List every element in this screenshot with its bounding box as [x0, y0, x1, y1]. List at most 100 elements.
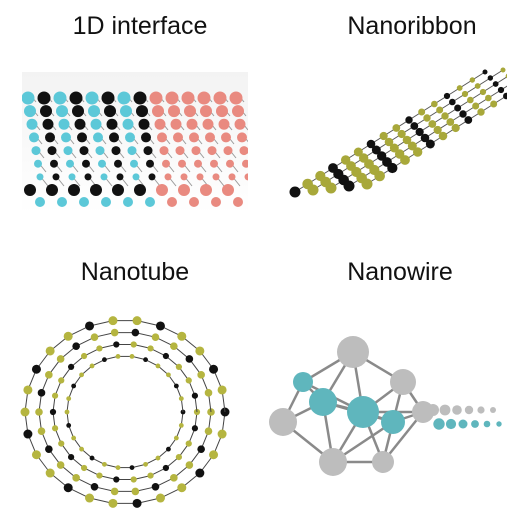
atom: [433, 125, 442, 135]
atom: [141, 132, 151, 143]
atom: [66, 423, 72, 428]
atom: [454, 104, 462, 112]
atom: [100, 173, 108, 181]
atom: [143, 146, 153, 156]
atom: [226, 159, 234, 168]
atom: [71, 435, 77, 441]
atom: [229, 91, 243, 105]
atom: [129, 465, 135, 470]
atom: [108, 498, 118, 508]
atom: [325, 182, 337, 194]
atom: [56, 105, 68, 118]
atom: [147, 472, 154, 479]
atom: [98, 159, 106, 168]
nanotube-illustration: [10, 302, 240, 514]
atom: [420, 133, 430, 143]
atom: [443, 92, 451, 100]
atom: [185, 377, 192, 384]
atom: [269, 408, 297, 436]
atom: [202, 118, 214, 130]
atom: [136, 105, 148, 118]
atom: [111, 146, 121, 156]
atom: [79, 372, 84, 378]
atom: [237, 132, 247, 143]
atom: [165, 91, 179, 105]
atom: [381, 410, 405, 434]
atom: [456, 85, 463, 91]
atom: [162, 464, 170, 472]
atom: [24, 184, 36, 196]
atom: [89, 363, 95, 369]
atom: [211, 197, 221, 207]
atom: [23, 385, 33, 395]
atom: [415, 127, 424, 137]
atom: [155, 493, 165, 503]
atom: [189, 132, 199, 143]
nanoribbon-illustration: [285, 62, 507, 226]
nanowire-atoms: [269, 336, 502, 476]
atom: [58, 377, 65, 384]
atom: [72, 474, 80, 482]
atom: [309, 388, 337, 416]
atom: [31, 364, 41, 374]
atom: [147, 345, 154, 352]
atom: [483, 420, 491, 428]
atom: [157, 132, 167, 143]
atom: [490, 407, 496, 413]
atom: [472, 102, 480, 110]
atom: [178, 184, 190, 196]
atom: [371, 145, 381, 155]
atom: [134, 184, 146, 196]
atom: [154, 118, 166, 130]
atom: [85, 321, 95, 331]
atom: [212, 173, 220, 181]
nanoribbon-atoms: [289, 67, 507, 198]
atom: [132, 173, 140, 181]
atom: [79, 197, 89, 207]
atom: [164, 173, 172, 181]
atom: [384, 137, 394, 147]
atom: [213, 91, 227, 105]
atom: [410, 122, 419, 130]
atom: [319, 448, 347, 476]
atom: [85, 493, 95, 503]
atom: [423, 114, 431, 122]
atom: [204, 389, 213, 397]
atom: [196, 173, 204, 181]
atom: [24, 105, 36, 118]
atom: [293, 372, 313, 392]
atom: [77, 132, 87, 143]
atom: [361, 178, 373, 190]
atom: [64, 409, 70, 415]
atom: [221, 132, 231, 143]
atom: [353, 147, 363, 157]
atom: [51, 425, 59, 432]
atom: [469, 77, 476, 83]
atom: [130, 341, 137, 348]
atom: [130, 159, 138, 168]
atom: [482, 69, 488, 75]
atom: [189, 197, 199, 207]
atom: [218, 118, 230, 130]
atom: [101, 197, 111, 207]
atom: [110, 487, 119, 496]
atom: [428, 120, 437, 128]
atom: [45, 468, 55, 478]
atom: [200, 184, 212, 196]
atom: [79, 146, 89, 156]
atom: [51, 392, 59, 399]
atom: [106, 118, 118, 130]
atom: [125, 132, 135, 143]
atom: [90, 184, 102, 196]
atom: [500, 67, 506, 73]
atom: [66, 396, 72, 401]
atom: [45, 346, 55, 356]
atom: [156, 184, 168, 196]
atom: [390, 369, 416, 395]
atom: [35, 197, 45, 207]
atom: [167, 197, 177, 207]
interface-atoms: [22, 91, 248, 207]
atom: [496, 421, 502, 427]
atom: [177, 483, 187, 493]
atom: [71, 383, 77, 389]
